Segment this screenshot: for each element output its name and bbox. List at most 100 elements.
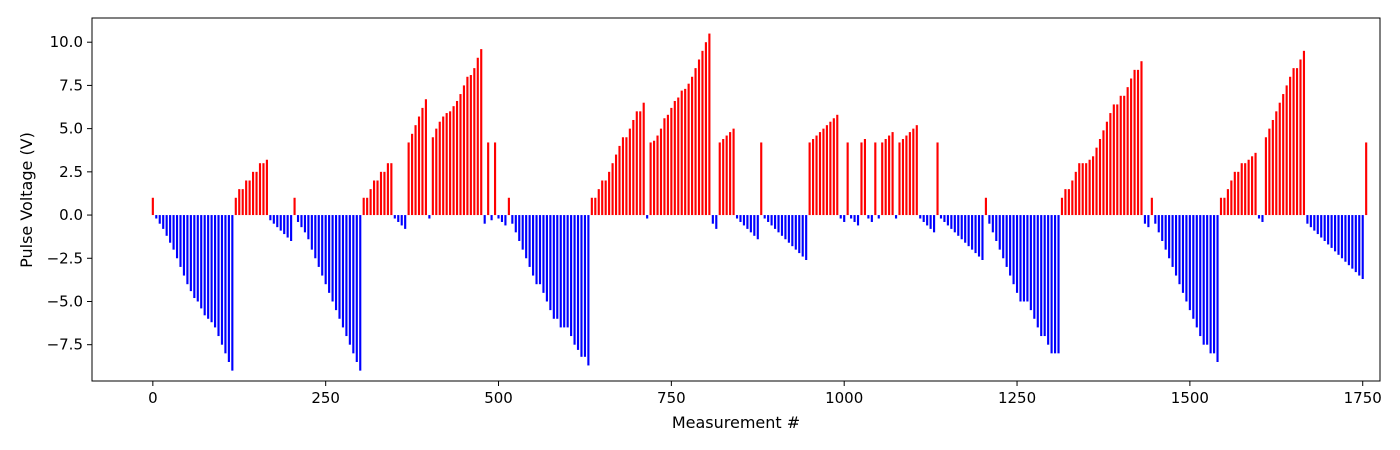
bar bbox=[455, 100, 459, 216]
bar bbox=[400, 215, 403, 226]
bar bbox=[518, 215, 521, 241]
bar bbox=[583, 215, 587, 357]
x-tick-label: 1000 bbox=[825, 389, 863, 407]
bar bbox=[1012, 215, 1015, 285]
bar bbox=[791, 215, 794, 247]
bar bbox=[573, 215, 576, 345]
bar bbox=[570, 215, 573, 337]
x-tick-label: 1500 bbox=[1171, 389, 1209, 407]
bar bbox=[428, 215, 431, 219]
bar bbox=[818, 132, 822, 216]
bar bbox=[383, 171, 386, 216]
bar bbox=[321, 215, 324, 276]
bar bbox=[1337, 215, 1340, 255]
bar bbox=[1323, 215, 1326, 241]
bar bbox=[276, 215, 279, 228]
bar bbox=[656, 135, 659, 216]
bar bbox=[1261, 215, 1264, 222]
bar bbox=[487, 142, 490, 216]
bar bbox=[1136, 69, 1140, 216]
bar bbox=[1320, 215, 1323, 238]
bar bbox=[1216, 215, 1219, 362]
bar bbox=[639, 111, 642, 216]
bar bbox=[860, 142, 863, 216]
bar bbox=[369, 189, 372, 216]
bar bbox=[995, 215, 998, 241]
bar bbox=[770, 215, 773, 226]
bar bbox=[621, 137, 625, 216]
bar bbox=[262, 163, 265, 216]
bar bbox=[1237, 171, 1240, 216]
bar bbox=[559, 215, 562, 328]
bar bbox=[314, 215, 317, 259]
bar bbox=[815, 135, 818, 216]
bar bbox=[1064, 189, 1067, 216]
bar bbox=[366, 197, 369, 216]
bar bbox=[1154, 215, 1157, 224]
bar bbox=[597, 189, 600, 216]
x-tick-label: 1750 bbox=[1344, 389, 1382, 407]
bar bbox=[874, 142, 877, 216]
bar bbox=[846, 142, 849, 216]
bar bbox=[552, 215, 555, 319]
bar bbox=[1244, 163, 1247, 216]
bar bbox=[393, 215, 396, 219]
bar bbox=[998, 215, 1001, 250]
y-tick-label: −2.5 bbox=[47, 249, 83, 267]
bar bbox=[1026, 215, 1029, 302]
bar bbox=[252, 171, 255, 216]
bar bbox=[614, 154, 618, 216]
bar bbox=[1226, 189, 1229, 216]
bar bbox=[798, 215, 801, 254]
bar bbox=[694, 68, 697, 216]
bar bbox=[891, 132, 894, 216]
bar bbox=[870, 215, 873, 222]
y-axis-ticks: −7.5 −5.0 −2.5 0.0 2.5 5.0 7.5 10.0 bbox=[47, 33, 92, 354]
bar bbox=[608, 171, 611, 216]
bar bbox=[991, 215, 994, 233]
bar bbox=[1168, 215, 1171, 259]
bar bbox=[1092, 156, 1095, 216]
bar bbox=[189, 215, 192, 292]
bar bbox=[169, 215, 172, 243]
bar bbox=[701, 50, 704, 216]
bar bbox=[1365, 142, 1368, 216]
bar bbox=[483, 215, 486, 224]
bar bbox=[473, 68, 476, 216]
bar bbox=[1105, 121, 1108, 216]
bar bbox=[856, 215, 860, 226]
bar bbox=[1009, 215, 1012, 276]
bar bbox=[756, 215, 759, 240]
bar bbox=[1358, 215, 1361, 276]
y-tick-label: 5.0 bbox=[59, 120, 83, 138]
bar bbox=[691, 76, 694, 216]
bar bbox=[307, 215, 310, 240]
bar bbox=[172, 215, 175, 250]
bar bbox=[977, 215, 981, 257]
bar bbox=[258, 163, 262, 216]
bar bbox=[334, 215, 338, 311]
bar bbox=[853, 215, 856, 222]
bar bbox=[376, 180, 379, 216]
bar bbox=[587, 215, 590, 366]
bar bbox=[673, 100, 676, 216]
bar bbox=[1302, 50, 1306, 216]
bar bbox=[480, 49, 483, 216]
bar bbox=[1029, 215, 1032, 311]
bar bbox=[493, 142, 497, 216]
bar bbox=[984, 197, 987, 216]
bar bbox=[210, 215, 213, 323]
bar bbox=[1102, 130, 1105, 216]
bar bbox=[964, 215, 967, 243]
bar bbox=[1143, 215, 1147, 224]
bar bbox=[1119, 95, 1122, 216]
bar bbox=[708, 33, 711, 216]
bar bbox=[1282, 94, 1285, 216]
bar bbox=[279, 215, 282, 231]
bar bbox=[773, 215, 777, 229]
bar bbox=[1275, 111, 1278, 216]
bar bbox=[1109, 113, 1112, 216]
bar bbox=[1361, 215, 1364, 280]
bar bbox=[839, 215, 842, 219]
bar bbox=[1202, 215, 1205, 345]
